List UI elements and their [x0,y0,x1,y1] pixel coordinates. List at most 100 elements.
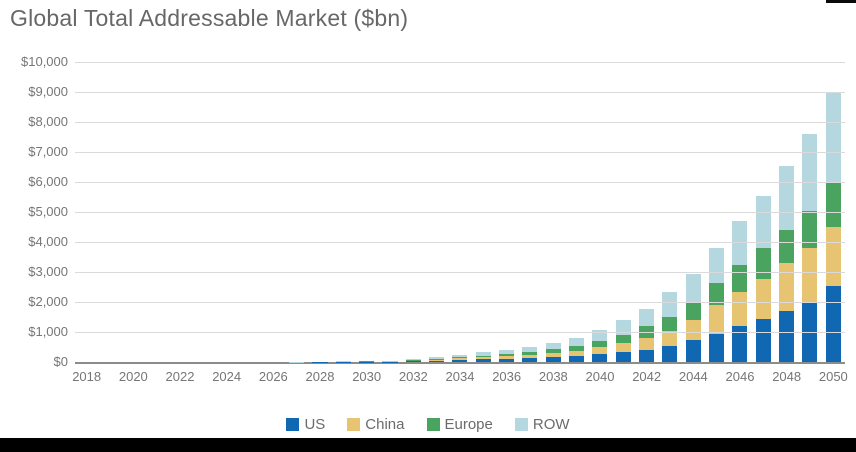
segment-europe-2048 [778,230,795,263]
segment-us-2050 [825,285,841,362]
segment-europe-2039 [568,346,585,351]
segment-us-2048 [778,311,795,362]
bar-slot [378,62,401,362]
bar-slot [308,62,331,362]
y-tick-label: $1,000 [28,324,68,339]
y-tick-label: $9,000 [28,84,68,99]
segment-europe-2045 [708,283,725,305]
segment-europe-2046 [732,264,748,292]
plot-area [75,62,845,364]
segment-europe-2041 [615,335,631,343]
gridline [75,212,845,213]
bar-slot [238,62,261,362]
segment-row-2040 [592,329,608,342]
segment-europe-2043 [662,317,678,332]
x-tick-label: 2030 [352,369,382,384]
legend-item-us: US [286,416,325,433]
segment-row-2048 [778,165,795,230]
bar-slot [472,62,495,362]
stacked-bar-2029 [335,361,351,362]
segment-us-2037 [522,357,538,362]
y-tick-label: $3,000 [28,264,68,279]
stacked-bar-2030 [359,361,375,362]
stacked-bar-2049 [802,134,818,362]
legend-swatch-us [286,418,300,431]
bar-slot [518,62,541,362]
bar-slot [822,62,845,362]
x-tick-label: 2040 [585,369,615,384]
legend-label: ROW [532,416,570,433]
segment-row-2033 [429,357,445,359]
segment-us-2046 [732,326,748,362]
bar-slot [565,62,588,362]
y-tick-label: $10,000 [21,54,68,69]
x-tick-label: 2044 [678,369,708,384]
segment-china-2037 [522,354,538,358]
segment-china-2039 [568,350,585,356]
segment-china-2036 [498,356,515,359]
segment-china-2038 [545,352,561,357]
bottom-black-bar [0,438,856,452]
x-tick-label: 2020 [118,369,148,384]
stacked-bar-2040 [592,329,608,362]
segment-us-2036 [498,358,515,362]
segment-us-2039 [568,355,585,362]
segment-us-2040 [592,353,608,362]
y-tick-label: $4,000 [28,234,68,249]
bar-slot [752,62,775,362]
stacked-bar-2048 [778,165,795,362]
stacked-bar-2031 [382,360,398,362]
legend-label: Europe [444,416,493,433]
segment-us-2035 [475,359,491,362]
y-tick-label: $5,000 [28,204,68,219]
legend-item-china: China [347,416,405,433]
segment-china-2043 [662,331,678,346]
stacked-bar-2035 [475,352,491,362]
x-tick-label: 2026 [258,369,288,384]
segment-europe-2037 [522,352,538,355]
segment-row-2034 [452,354,468,358]
segment-china-2042 [638,338,655,350]
segment-china-2034 [452,358,468,361]
bar-slot [705,62,728,362]
stacked-bar-2032 [405,359,421,362]
segment-row-2038 [545,342,561,350]
x-tick-label: 2036 [492,369,522,384]
stacked-bar-2045 [708,248,725,362]
segment-row-2037 [522,346,538,352]
bars-container [75,62,845,362]
legend-label: US [304,416,326,433]
segment-us-2032 [405,361,421,362]
gridline [75,272,845,273]
stacked-bar-2036 [498,349,515,362]
segment-row-2050 [825,92,841,182]
segment-row-2039 [568,338,585,347]
bar-slot [775,62,798,362]
bar-slot [588,62,611,362]
y-axis: $0 $1,000 $2,000 $3,000 $4,000 $5,000 $6,000 $7… [0,54,68,369]
segment-us-2042 [638,350,655,362]
stacked-bar-2042 [638,308,655,362]
legend-swatch-europe [426,418,440,431]
segment-china-2033 [429,359,445,361]
legend-swatch-row [514,418,528,431]
segment-us-2034 [452,360,468,362]
stacked-bar-2041 [615,320,631,362]
y-tick-label: $6,000 [28,174,68,189]
top-edge-artifact [826,0,856,3]
x-tick-label: 2032 [398,369,428,384]
x-tick-label: 2046 [725,369,755,384]
bar-slot [542,62,565,362]
segment-europe-2044 [685,302,701,321]
gridline [75,332,845,333]
x-tick-label: 2022 [165,369,195,384]
segment-row-2032 [405,359,421,361]
legend: US China Europe ROW [0,416,856,433]
x-tick-label: 2050 [818,369,848,384]
bar-slot [215,62,238,362]
bar-slot [262,62,285,362]
segment-row-2047 [755,195,771,249]
segment-us-2044 [685,340,701,362]
bar-slot [495,62,518,362]
segment-china-2049 [802,248,818,302]
